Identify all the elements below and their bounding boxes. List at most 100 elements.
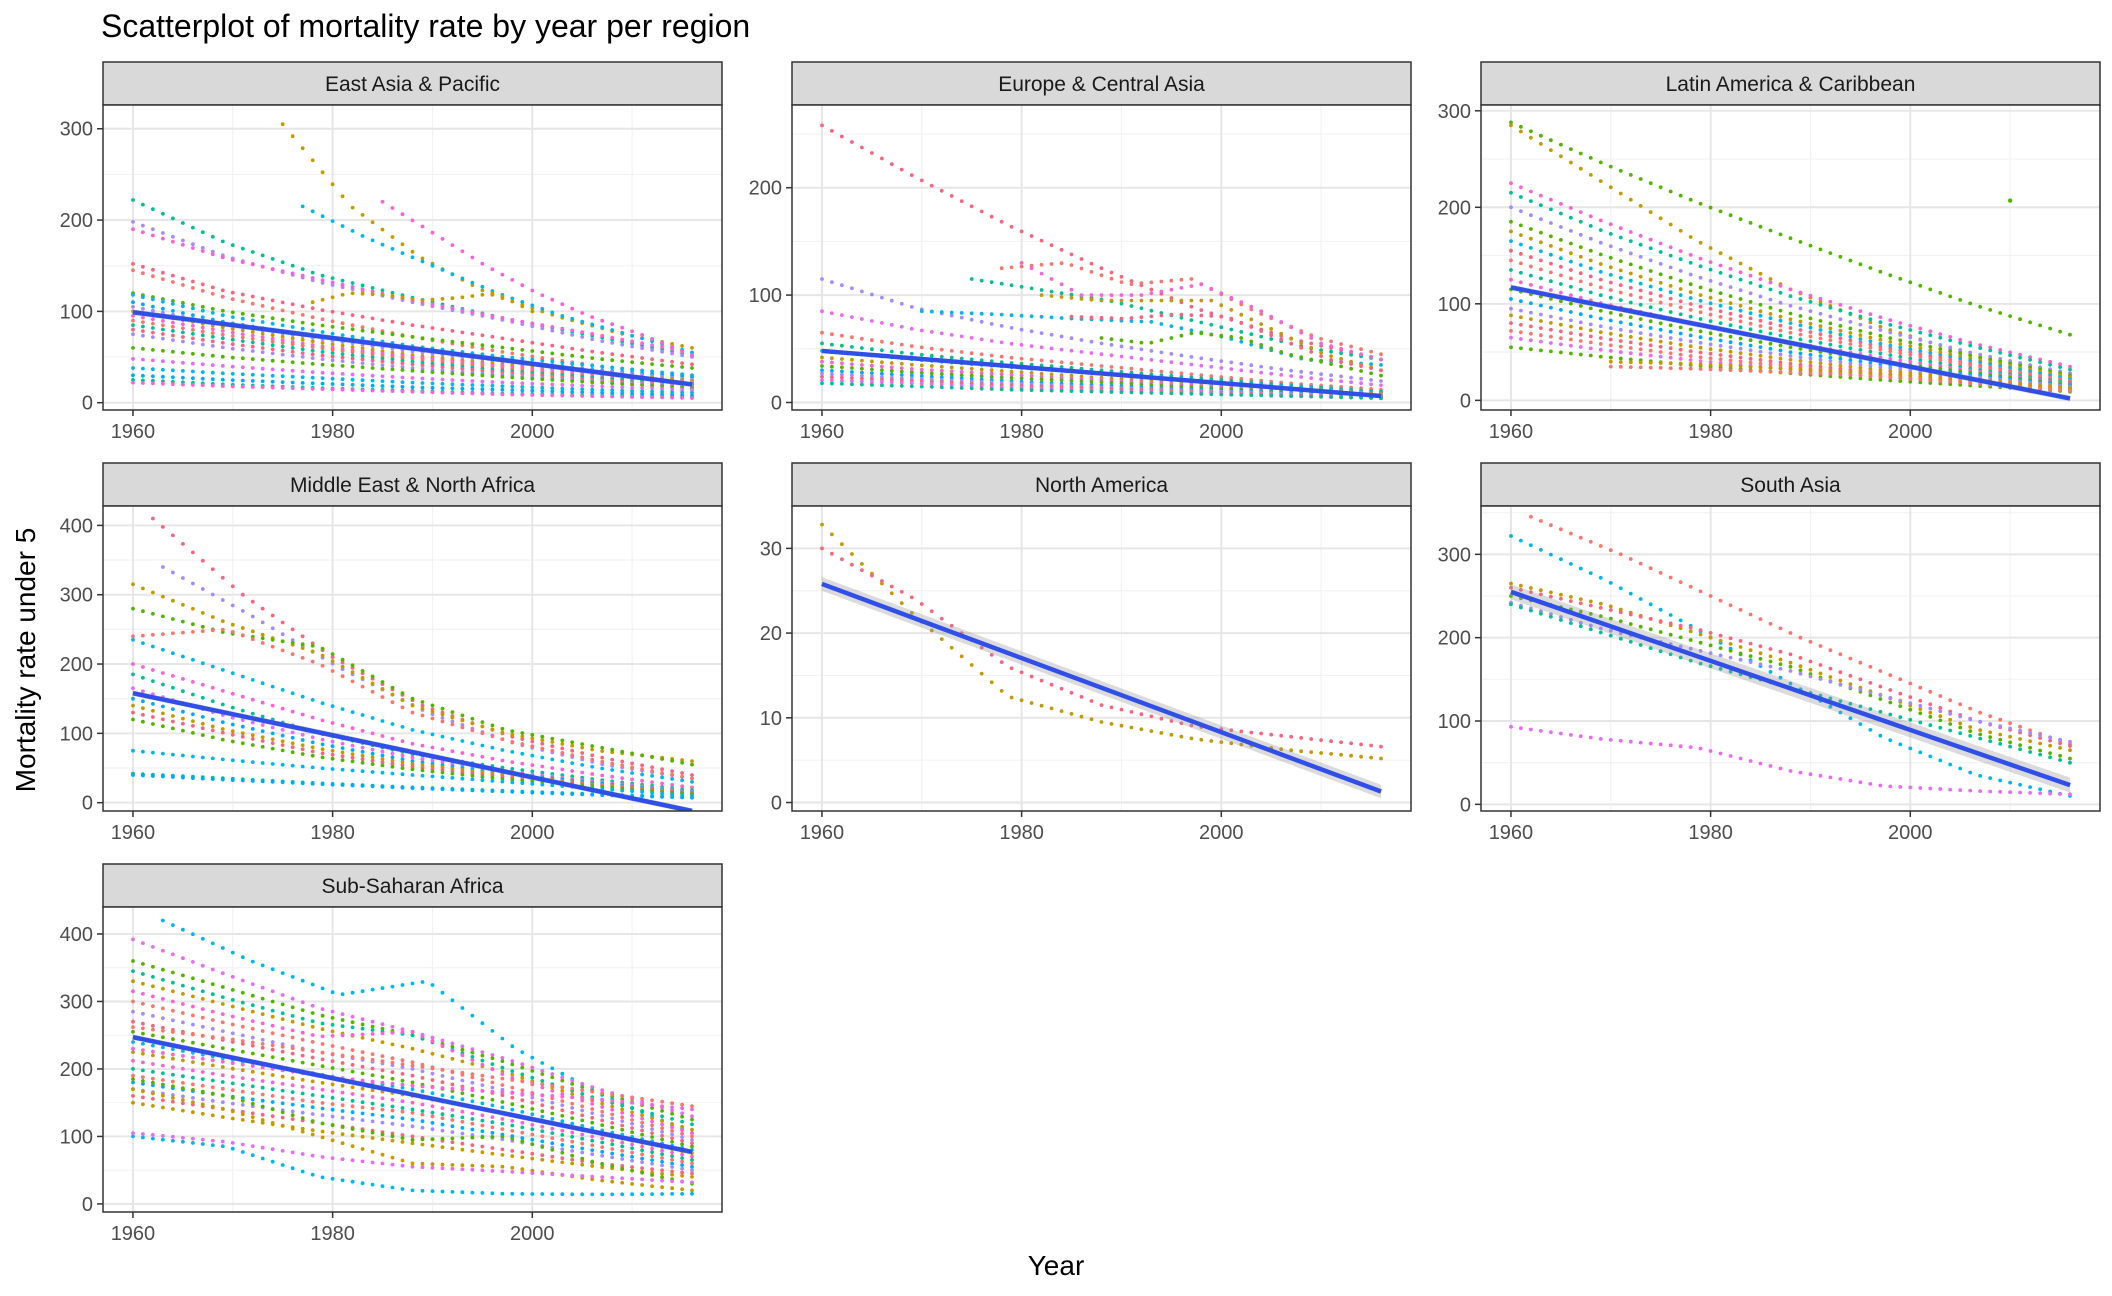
data-point xyxy=(300,764,305,769)
data-point xyxy=(1099,352,1104,357)
data-point xyxy=(860,370,864,375)
data-point xyxy=(1688,260,1693,265)
data-point xyxy=(270,684,275,689)
data-point xyxy=(1578,339,1583,343)
data-point xyxy=(1748,321,1753,326)
data-point xyxy=(1668,355,1673,360)
data-point xyxy=(880,368,884,372)
data-point xyxy=(181,716,185,721)
data-point xyxy=(1039,262,1044,267)
data-point xyxy=(1648,210,1653,215)
data-point xyxy=(1509,313,1513,318)
data-point xyxy=(1559,316,1563,321)
data-point xyxy=(1509,229,1513,234)
data-point xyxy=(1199,392,1204,396)
data-point xyxy=(490,789,495,793)
data-point xyxy=(1169,287,1174,292)
data-point xyxy=(610,381,615,386)
data-point xyxy=(1099,315,1104,320)
data-point xyxy=(410,255,415,260)
data-point xyxy=(1588,571,1593,575)
data-point xyxy=(1648,258,1653,263)
data-point xyxy=(1628,300,1633,305)
data-point xyxy=(1738,308,1743,313)
data-point xyxy=(171,299,175,303)
data-point xyxy=(1539,133,1543,138)
data-point xyxy=(850,552,854,556)
data-point xyxy=(1618,283,1623,287)
data-point xyxy=(1209,332,1214,337)
data-point xyxy=(1039,314,1044,319)
data-point xyxy=(530,309,535,314)
data-point xyxy=(1339,752,1343,757)
data-point xyxy=(1748,360,1753,365)
trend-line xyxy=(821,581,1382,794)
data-point xyxy=(290,374,295,379)
data-point xyxy=(1818,671,1823,676)
data-point xyxy=(1529,586,1533,590)
data-point xyxy=(1658,327,1663,332)
data-point xyxy=(1329,739,1333,744)
data-point xyxy=(1778,675,1783,680)
data-point xyxy=(880,380,884,384)
data-point xyxy=(191,581,195,586)
data-point xyxy=(820,277,824,281)
data-points xyxy=(820,123,1383,401)
data-point xyxy=(1868,728,1873,732)
data-point xyxy=(440,338,445,343)
data-point xyxy=(200,370,205,374)
data-point xyxy=(1678,325,1683,330)
data-point xyxy=(300,386,305,391)
data-point xyxy=(200,715,205,719)
data-point xyxy=(480,312,485,316)
data-point xyxy=(959,334,964,339)
data-point xyxy=(350,663,355,668)
data-point xyxy=(1109,316,1114,321)
data-point xyxy=(500,375,505,379)
data-point xyxy=(1628,357,1633,362)
data-point xyxy=(1868,331,1873,336)
data-point xyxy=(1578,535,1583,540)
data-point xyxy=(1509,329,1513,333)
data-point xyxy=(420,259,425,264)
data-point xyxy=(1678,269,1683,273)
data-point xyxy=(280,748,285,753)
data-point xyxy=(1219,740,1224,744)
data-point xyxy=(1588,282,1593,287)
data-point xyxy=(670,364,674,368)
data-point xyxy=(1978,304,1983,309)
data-point xyxy=(959,373,964,377)
facet-strip-label: Middle East & North Africa xyxy=(290,474,535,497)
data-point xyxy=(1858,348,1863,352)
data-point xyxy=(949,623,954,628)
data-point xyxy=(1728,358,1733,363)
data-point xyxy=(1179,298,1184,303)
data-point xyxy=(1898,276,1903,281)
data-point xyxy=(1339,395,1343,400)
data-point xyxy=(1349,362,1353,366)
data-point xyxy=(1519,261,1523,266)
data-point xyxy=(590,792,595,797)
data-point xyxy=(1369,755,1373,760)
data-point xyxy=(1509,190,1513,195)
data-point xyxy=(1029,314,1034,319)
data-point xyxy=(1279,320,1284,324)
data-point xyxy=(400,355,405,360)
data-point xyxy=(1748,306,1753,311)
data-point xyxy=(1539,303,1543,308)
data-point xyxy=(1129,355,1134,360)
data-point xyxy=(640,772,644,777)
data-point xyxy=(1768,351,1773,355)
data-point xyxy=(520,778,525,783)
data-point xyxy=(1678,293,1683,297)
x-tick-label: 2000 xyxy=(1199,822,1244,844)
data-point xyxy=(570,761,575,765)
data-point xyxy=(360,713,365,717)
data-point xyxy=(1219,291,1224,296)
data-point xyxy=(1079,695,1084,699)
data-point xyxy=(1698,345,1703,350)
data-point xyxy=(1578,597,1583,601)
data-point xyxy=(350,759,355,764)
data-point xyxy=(1079,315,1084,319)
